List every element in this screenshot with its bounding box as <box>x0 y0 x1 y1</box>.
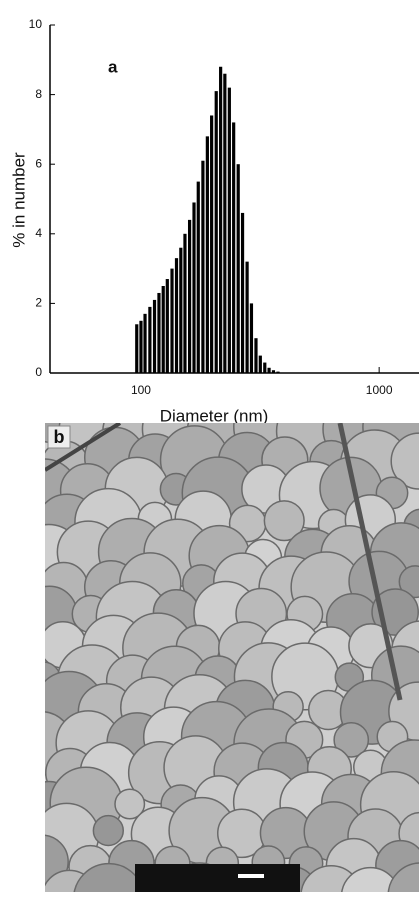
panel-label-box <box>47 425 71 449</box>
bar <box>174 258 179 373</box>
bar <box>148 306 152 373</box>
bar <box>152 299 157 373</box>
bar <box>232 122 236 373</box>
y-tick-label: 4 <box>35 226 42 240</box>
scale-bar <box>238 874 264 878</box>
bar <box>157 292 161 373</box>
bar <box>271 370 276 373</box>
bar <box>179 247 183 373</box>
bar <box>201 160 205 373</box>
bar <box>187 219 192 373</box>
bar <box>196 181 200 373</box>
bar <box>161 286 165 373</box>
particle <box>398 565 419 599</box>
y-tick-label: 8 <box>35 87 42 101</box>
y-tick-label: 10 <box>29 17 43 31</box>
y-axis-label: % in number <box>9 152 28 248</box>
particle <box>387 862 419 892</box>
bar <box>170 268 174 373</box>
y-tick-label: 2 <box>35 296 42 310</box>
bar <box>263 362 267 373</box>
bar <box>254 338 258 373</box>
panel-label: a <box>108 57 118 76</box>
particle <box>263 500 305 542</box>
bar <box>205 136 209 373</box>
bar <box>236 164 240 373</box>
bar <box>192 202 196 373</box>
bar <box>240 212 245 373</box>
x-tick-label: 1000 <box>366 383 393 397</box>
bar <box>223 73 227 373</box>
bar <box>214 91 218 374</box>
x-axis-label: Diameter (nm) <box>160 406 269 425</box>
bar <box>267 367 271 373</box>
panel-label: b <box>54 427 65 447</box>
y-tick-label: 0 <box>35 365 42 379</box>
y-tick-label: 6 <box>35 156 42 170</box>
bar <box>210 115 214 373</box>
particle <box>73 862 145 892</box>
bar <box>258 355 262 373</box>
fiber <box>45 423 122 472</box>
particle <box>333 721 370 758</box>
fiber <box>337 423 403 701</box>
bar <box>249 303 254 373</box>
bar <box>139 320 143 373</box>
particle <box>92 814 125 847</box>
bar <box>135 324 139 373</box>
bar <box>245 261 249 373</box>
particle <box>114 788 146 820</box>
particle <box>390 432 419 490</box>
particles <box>45 423 419 892</box>
bar <box>276 371 280 373</box>
bar <box>165 279 169 373</box>
bar <box>183 233 187 373</box>
bar <box>219 66 223 373</box>
scale-bar-box <box>135 864 300 892</box>
bar <box>143 313 147 373</box>
x-tick-label: 100 <box>131 383 151 397</box>
bar <box>227 87 231 373</box>
particle <box>341 866 400 892</box>
